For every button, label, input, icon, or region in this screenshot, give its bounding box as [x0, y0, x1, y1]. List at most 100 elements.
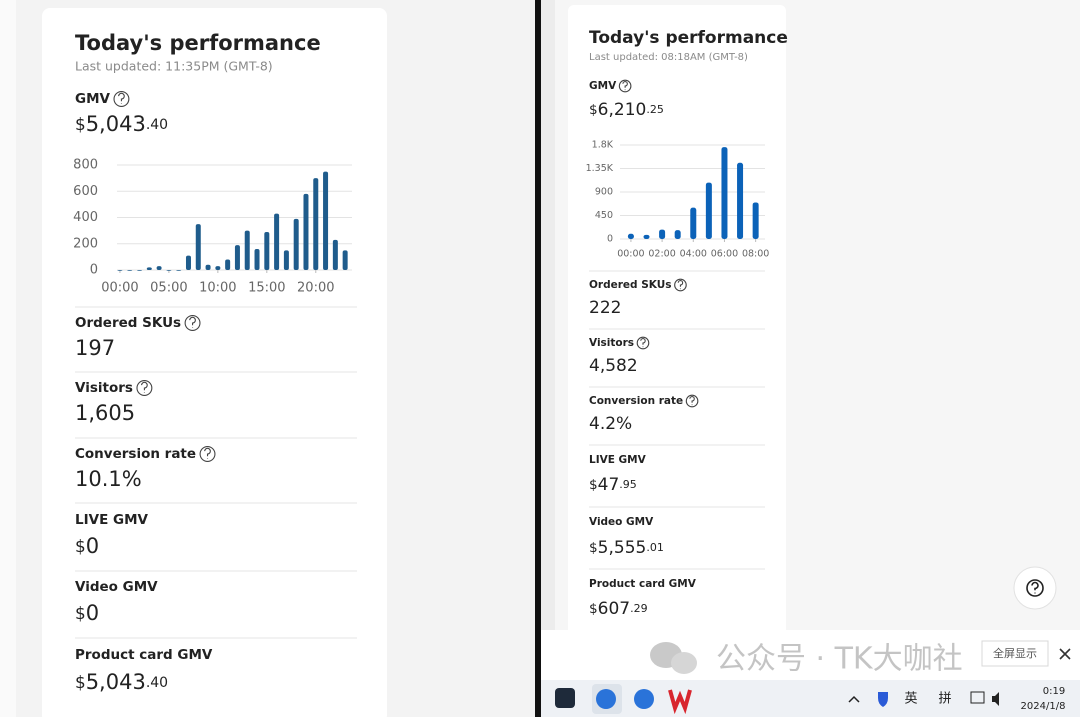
metric-value: $47.95 — [589, 475, 637, 495]
value-whole: 47 — [598, 475, 620, 495]
app-icon[interactable] — [634, 689, 654, 709]
bar — [264, 231, 270, 270]
metric-value: $0 — [75, 534, 99, 558]
tray-arrow[interactable] — [848, 695, 860, 703]
help-icon — [118, 92, 125, 105]
metric-value: $5,555.01 — [589, 538, 664, 558]
bar — [643, 234, 650, 239]
x-tick-label: 00:00 — [617, 249, 644, 260]
metric-label: LIVE GMV — [589, 454, 647, 466]
x-tick-label: 15:00 — [248, 281, 285, 296]
metric-value: 197 — [75, 336, 115, 360]
help-icon — [618, 79, 632, 93]
right-card — [568, 5, 786, 635]
bar — [274, 213, 280, 270]
bar — [244, 230, 250, 270]
metric-label: Visitors — [589, 337, 634, 349]
metric-label: Product card GMV — [75, 647, 213, 663]
bar — [117, 270, 123, 271]
bar — [254, 249, 260, 270]
wechat-bubble — [671, 652, 697, 674]
bar — [627, 233, 634, 239]
y-tick-label: 1.35K — [586, 163, 614, 174]
bar — [342, 250, 348, 270]
x-tick-label: 05:00 — [150, 281, 187, 296]
value-cents: .40 — [146, 117, 168, 133]
fullscreen-button-label[interactable]: 全屏显示 — [993, 646, 1037, 660]
metric-label: GMV — [75, 91, 111, 107]
bar — [176, 270, 182, 271]
help-icon[interactable] — [1026, 579, 1044, 597]
metric-value: 10.1% — [75, 467, 142, 491]
metric-label: Ordered SKUs — [75, 315, 181, 331]
left-edge — [0, 0, 16, 717]
bar — [205, 264, 211, 270]
bar — [185, 255, 191, 270]
close-icon[interactable] — [1059, 648, 1071, 660]
app-icon[interactable] — [555, 688, 575, 708]
help-icon — [136, 380, 153, 396]
panel-title: Today's performance — [589, 28, 788, 48]
value-text: 10.1% — [75, 467, 142, 491]
metric-label: Conversion rate — [589, 395, 683, 407]
x-tick-label: 04:00 — [680, 249, 707, 260]
y-tick-label: 200 — [73, 236, 98, 251]
value-text: 4.2% — [589, 414, 632, 434]
app-icon[interactable] — [596, 689, 616, 709]
bar — [752, 202, 759, 239]
bar — [225, 259, 231, 270]
help-icon — [640, 338, 646, 348]
value-whole: 6,210 — [598, 100, 647, 120]
volume-icon[interactable] — [992, 692, 999, 706]
currency: $ — [75, 672, 86, 692]
y-tick-label: 1.8K — [592, 140, 614, 151]
network-icon[interactable] — [970, 691, 985, 704]
help-icon[interactable] — [1031, 581, 1039, 594]
security-icon[interactable] — [878, 692, 888, 707]
value-text: 222 — [589, 298, 621, 318]
y-tick-label: 900 — [595, 187, 613, 198]
divider — [535, 0, 541, 717]
ime[interactable]: 拼 — [938, 692, 951, 707]
bar — [283, 250, 289, 270]
value-cents: .01 — [646, 541, 664, 554]
value-cents: .25 — [646, 103, 664, 116]
bar — [313, 178, 319, 270]
bar — [215, 266, 221, 270]
bar — [195, 224, 201, 270]
help-button[interactable] — [1013, 566, 1057, 610]
clock-date[interactable]: 2024/1/8 — [1021, 701, 1066, 712]
metric-value: $607.29 — [589, 599, 648, 619]
clock-time[interactable]: 0:19 — [1043, 686, 1065, 697]
bar — [234, 245, 240, 270]
help-icon — [189, 316, 196, 329]
value-cents: .29 — [630, 602, 648, 615]
bar — [146, 267, 152, 270]
help-icon — [636, 336, 650, 350]
value-whole: 5,555 — [598, 538, 647, 558]
input-lang[interactable]: 英 — [904, 692, 917, 707]
help-icon — [141, 381, 148, 394]
metric-label: Product card GMV — [589, 578, 697, 590]
bar — [674, 230, 681, 239]
value-cents: .95 — [619, 478, 637, 491]
y-tick-label: 800 — [73, 158, 98, 173]
bar — [332, 239, 338, 270]
help-icon — [674, 278, 687, 292]
x-tick-label: 02:00 — [648, 249, 675, 260]
y-tick-label: 600 — [73, 184, 98, 199]
bar — [137, 270, 143, 271]
metric-value: $0 — [75, 601, 99, 625]
value-text: 1,605 — [75, 401, 135, 425]
metric-label: GMV — [589, 80, 617, 92]
y-tick-label: 450 — [595, 210, 613, 221]
fullscreen-button[interactable] — [981, 640, 1049, 667]
metric-label: LIVE GMV — [75, 512, 149, 528]
currency: $ — [75, 536, 86, 556]
x-tick-label: 10:00 — [199, 281, 236, 296]
last-updated: Last updated: 11:35PM (GMT-8) — [75, 59, 273, 74]
currency: $ — [589, 102, 598, 118]
app-icon[interactable] — [668, 689, 692, 715]
bar — [705, 182, 712, 239]
